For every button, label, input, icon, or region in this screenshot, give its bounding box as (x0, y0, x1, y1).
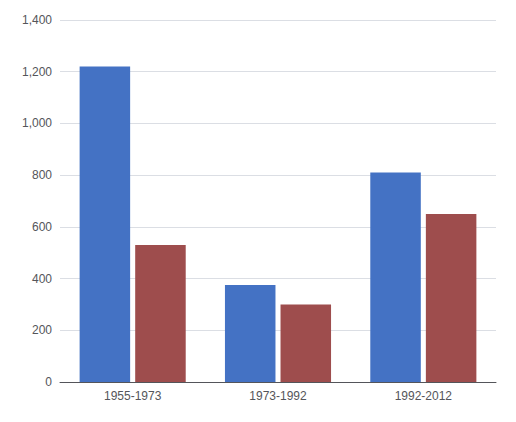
svg-text:0: 0 (45, 375, 52, 389)
svg-text:400: 400 (32, 272, 52, 286)
svg-text:1,400: 1,400 (22, 13, 52, 27)
svg-text:1,000: 1,000 (22, 116, 52, 130)
svg-text:200: 200 (32, 323, 52, 337)
svg-text:1973-1992: 1973-1992 (249, 389, 307, 403)
svg-text:1992-2012: 1992-2012 (395, 389, 453, 403)
svg-text:1955-1973: 1955-1973 (104, 389, 162, 403)
svg-text:800: 800 (32, 168, 52, 182)
svg-text:1,200: 1,200 (22, 65, 52, 79)
svg-text:600: 600 (32, 220, 52, 234)
